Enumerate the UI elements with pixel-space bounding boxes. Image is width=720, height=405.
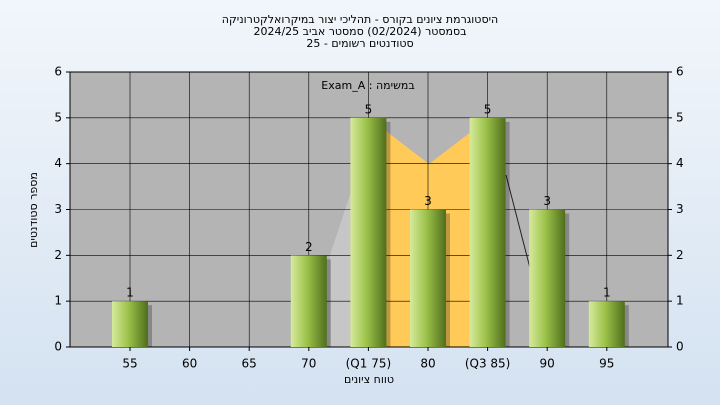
data-label: 3 [543, 194, 551, 208]
chart-subtitle: סטודנטים רשומים - 25 [306, 37, 413, 50]
x-tick-label: 90 [540, 357, 555, 371]
x-tick-label: 70 [301, 357, 316, 371]
y2-tick-label: 2 [676, 248, 684, 262]
data-label: 5 [484, 102, 492, 116]
chart-subtitle: בסמסטר (02/2024) סמסטר אביב 2024/25 [253, 25, 466, 38]
y2-tick-label: 5 [676, 110, 684, 124]
y2-tick-label: 0 [676, 340, 684, 354]
annotation: במשימה : Exam_A [321, 79, 414, 92]
bar [112, 301, 148, 347]
y-tick-label: 4 [54, 156, 62, 170]
bar [469, 117, 506, 347]
y-tick-label: 0 [54, 340, 62, 354]
x-tick-label: 65 [242, 357, 257, 371]
y-tick-label: 3 [54, 202, 62, 216]
y-axis-title: מספר סטודנטים [27, 172, 40, 248]
y2-tick-label: 4 [676, 156, 684, 170]
y-tick-label: 5 [54, 110, 62, 124]
bar [350, 117, 387, 347]
x-tick-label: 55 [122, 357, 137, 371]
y2-tick-label: 1 [676, 294, 684, 308]
data-label: 3 [424, 194, 432, 208]
trend-line [505, 174, 531, 269]
bar [410, 209, 446, 347]
y2-tick-label: 6 [676, 65, 684, 79]
x-tick-label: (Q1 75) [346, 357, 392, 371]
bar [588, 301, 625, 347]
chart-title: היסטוגרמת ציונים בקורס - תהליכי יצור במי… [222, 13, 498, 26]
x-tick-label: 60 [182, 357, 197, 371]
bar [529, 209, 566, 347]
x-tick-label: 80 [420, 357, 435, 371]
data-label: 2 [305, 240, 313, 254]
data-label: 1 [126, 286, 134, 300]
data-label: 1 [603, 286, 611, 300]
y2-tick-label: 3 [676, 202, 684, 216]
data-label: 5 [365, 102, 373, 116]
y-tick-label: 6 [54, 65, 62, 79]
y-tick-label: 1 [54, 294, 62, 308]
y-tick-label: 2 [54, 248, 62, 262]
bar [290, 255, 327, 347]
x-axis-title: טווח ציונים [344, 373, 394, 386]
x-tick-label: 95 [599, 357, 614, 371]
x-tick-label: (Q3 85) [465, 357, 511, 371]
